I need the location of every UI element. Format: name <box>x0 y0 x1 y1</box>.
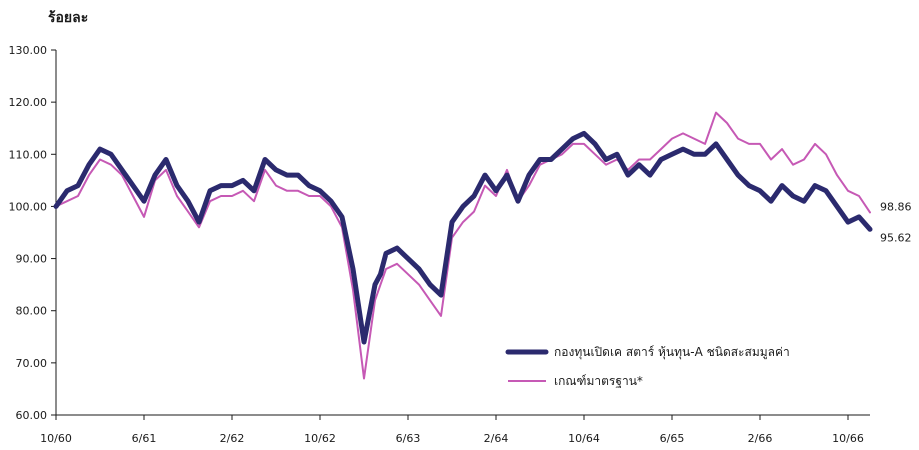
x-tick-label: 2/62 <box>220 432 245 445</box>
y-tick-label: 80.00 <box>16 305 48 318</box>
x-tick-label: 2/64 <box>484 432 509 445</box>
y-tick-label: 110.00 <box>9 148 48 161</box>
legend-label-fund: กองทุนเปิดเค สตาร์ หุ้นทุน-A ชนิดสะสมมูล… <box>554 345 790 360</box>
x-tick-label: 10/62 <box>304 432 336 445</box>
x-tick-label: 10/64 <box>568 432 600 445</box>
x-tick-label: 6/61 <box>132 432 157 445</box>
y-tick-label: 120.00 <box>9 96 48 109</box>
fund-end-label: 95.62 <box>880 231 912 244</box>
legend-label-benchmark: เกณฑ์มาตรฐาน* <box>554 374 643 388</box>
unit-label: ร้อยละ <box>48 10 88 26</box>
benchmark-series-line <box>55 111 871 380</box>
x-tick-label: 6/65 <box>660 432 685 445</box>
x-tick-label: 2/66 <box>748 432 773 445</box>
y-axis: 60.00 70.00 80.00 90.00 100.00 110.00 120.00 13… <box>9 44 57 422</box>
benchmark-end-label: 98.86 <box>880 200 912 213</box>
y-tick-label: 70.00 <box>16 357 48 370</box>
fund-series-line <box>53 130 873 345</box>
x-tick-label: 10/66 <box>832 432 864 445</box>
y-tick-label: 60.00 <box>16 409 48 422</box>
legend: กองทุนเปิดเค สตาร์ หุ้นทุน-A ชนิดสะสมมูล… <box>505 345 790 388</box>
y-tick-label: 130.00 <box>9 44 48 57</box>
y-tick-label: 90.00 <box>16 253 48 266</box>
x-tick-label: 10/60 <box>40 432 72 445</box>
series-layer <box>53 111 873 380</box>
x-axis: 10/60 6/61 2/62 10/62 6/63 2/64 10/64 6/65 2/66 1… <box>40 414 870 445</box>
x-tick-label: 6/63 <box>396 432 421 445</box>
end-labels: 98.86 95.62 <box>880 200 912 244</box>
y-tick-label: 100.00 <box>9 200 48 213</box>
